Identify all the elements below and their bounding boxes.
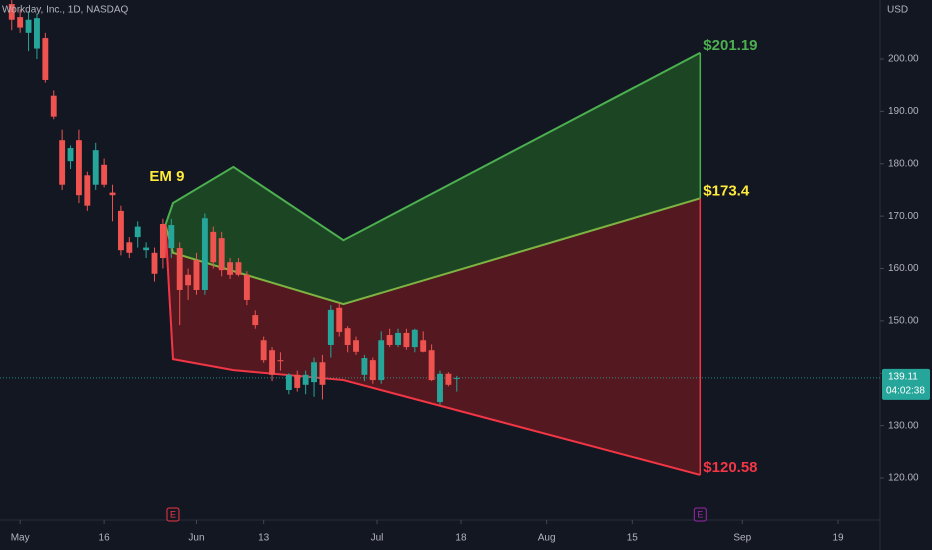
candle-body xyxy=(185,274,192,286)
candle-body xyxy=(361,358,368,375)
candle-body xyxy=(92,150,99,185)
candle-body xyxy=(25,19,32,33)
earnings-marker xyxy=(693,507,707,522)
candle-body xyxy=(50,95,57,117)
candle-body xyxy=(193,260,200,290)
x-tick-label: 15 xyxy=(627,533,639,544)
candle-body xyxy=(252,315,259,326)
candle-body xyxy=(302,374,309,385)
candle-body xyxy=(260,340,267,361)
candle-body xyxy=(218,238,225,271)
candle-body xyxy=(277,360,284,362)
candle-body xyxy=(210,231,217,263)
candle-body xyxy=(176,248,183,290)
y-tick-label: 200.00 xyxy=(888,54,919,65)
plot xyxy=(0,0,880,476)
band-end-label: $201.19 xyxy=(703,37,757,54)
candle-body xyxy=(109,192,116,196)
band-annotation: EM 9 xyxy=(149,168,184,185)
earnings-marker xyxy=(166,507,180,522)
lower-line xyxy=(164,224,701,476)
chart-title: Workday, Inc., 1D, NASDAQ xyxy=(2,5,129,16)
candle-body xyxy=(75,140,82,196)
candle-body xyxy=(437,373,443,403)
candle-body xyxy=(378,340,385,381)
candle-body xyxy=(143,247,150,251)
candle-body xyxy=(445,373,452,385)
candle-body xyxy=(151,252,158,274)
candle-body xyxy=(168,225,175,249)
candle-body xyxy=(344,328,351,345)
candle-body xyxy=(42,38,49,80)
lower-band-fill xyxy=(165,198,701,475)
x-tick-label: 13 xyxy=(258,533,270,544)
x-tick-label: 18 xyxy=(455,533,467,544)
candle-body xyxy=(336,307,343,332)
candle-body xyxy=(17,17,24,28)
candle-body xyxy=(428,350,435,381)
candle-body xyxy=(327,309,334,345)
candle-body xyxy=(403,332,410,348)
countdown-label: 04:02:38 xyxy=(886,386,925,397)
candle-body xyxy=(227,262,234,275)
y-tick-label: 150.00 xyxy=(888,316,919,327)
candle-body xyxy=(134,226,141,238)
candle-body xyxy=(84,175,91,206)
candle-body xyxy=(285,374,292,391)
candle-body xyxy=(243,274,250,300)
band-end-label: $173.4 xyxy=(703,182,750,199)
y-tick-label: 160.00 xyxy=(888,263,919,274)
currency: USD xyxy=(887,5,908,16)
x-tick-label: 19 xyxy=(832,533,844,544)
candle-body xyxy=(34,18,40,49)
candle-body xyxy=(269,350,275,375)
x-tick-label: May xyxy=(11,533,30,544)
upper-band-fill xyxy=(165,52,701,305)
band-end-label: $120.58 xyxy=(703,459,757,476)
candle-body xyxy=(59,140,66,185)
candle-body xyxy=(420,340,427,352)
candle-body xyxy=(117,210,124,251)
candle-body xyxy=(353,340,359,352)
x-tick-label: Jul xyxy=(371,533,384,544)
candle-body xyxy=(411,329,418,348)
candle-body xyxy=(319,362,326,385)
candle-body xyxy=(235,262,242,275)
x-tick-label: Aug xyxy=(538,533,556,544)
x-tick-label: Sep xyxy=(733,533,751,544)
candle-body xyxy=(386,335,393,345)
candle-body xyxy=(126,242,133,253)
last-price-box xyxy=(882,368,930,400)
candle-body xyxy=(369,360,376,381)
last-price-label: 139.11 xyxy=(888,372,918,383)
y-tick-label: 120.00 xyxy=(888,473,919,484)
y-tick-label: 170.00 xyxy=(888,211,919,222)
candle-body xyxy=(8,4,15,20)
candle-body xyxy=(453,377,460,379)
y-tick-label: 180.00 xyxy=(888,158,919,169)
x-tick-label: 16 xyxy=(99,533,111,544)
candle-body xyxy=(294,374,301,388)
earnings-label: E xyxy=(170,509,176,519)
upper-line xyxy=(164,51,701,242)
y-tick-label: 190.00 xyxy=(888,106,919,117)
x-tick-label: Jun xyxy=(188,533,204,544)
candle-body xyxy=(311,362,317,383)
candle-body xyxy=(101,164,108,185)
candle-body xyxy=(67,148,74,162)
candle-body xyxy=(395,332,401,345)
candle-body xyxy=(159,223,166,259)
y-tick-label: 130.00 xyxy=(888,420,919,431)
earnings-label: E xyxy=(697,509,703,519)
candle-body xyxy=(201,218,208,290)
